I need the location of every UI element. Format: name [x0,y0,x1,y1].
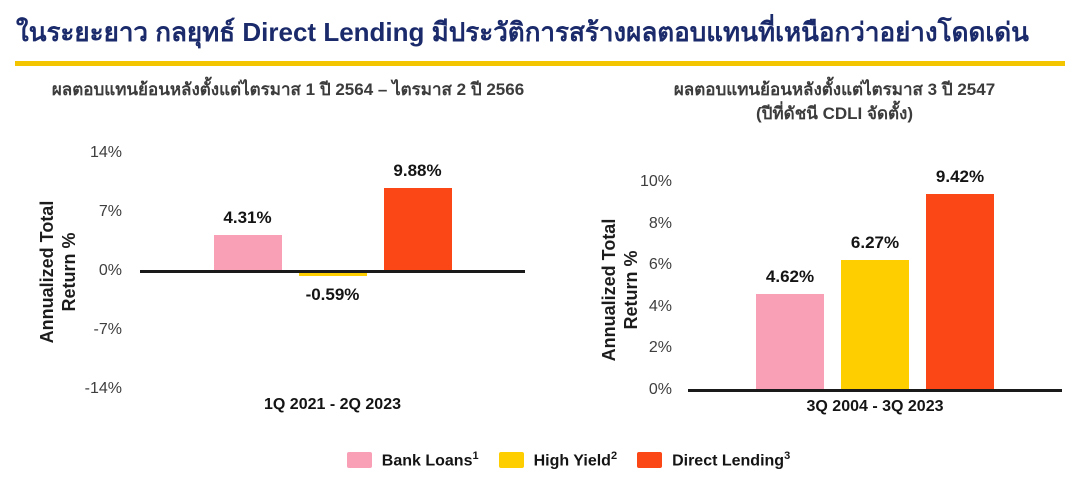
x-axis-line [688,388,1062,392]
chart-since-inception-returns: ผลตอบแทนย้อนหลังตั้งแต่ไตรมาส 3 ปี 2547 … [588,78,1081,438]
bar-bank-loans [756,293,824,390]
bank-loans-swatch-icon [346,452,372,469]
x-axis-label: 3Q 2004 - 3Q 2023 [806,398,944,415]
y-tick-label: 6% [648,256,672,274]
y-tick-label: 14% [89,144,122,161]
bar-direct-lending [383,187,452,271]
plot-area: 4.62% 6.27% 9.42% [688,167,1062,392]
y-tick-label: 7% [98,203,122,220]
chart-title-line1: ผลตอบแทนย้อนหลังตั้งแต่ไตรมาส 1 ปี 2564 … [51,80,525,99]
chart-title-line2: (ปีที่ดัชนี CDLI จัดตั้ง) [756,104,913,123]
page-title: ในระยะยาว กลยุทธ์ Direct Lending มีประวั… [16,17,1029,47]
legend-item-high-yield: High Yield2 [498,450,618,470]
y-axis-ticks: 14% 7% 0% -7% -14% [28,144,122,397]
title-underline-rule [15,61,1065,66]
plot-area: 4.31% -0.59% 9.88% [140,153,525,389]
bar-high-yield [841,259,909,390]
bar-value-label: 6.27% [850,232,900,252]
chart-title: ผลตอบแทนย้อนหลังตั้งแต่ไตรมาส 3 ปี 2547 … [588,78,1081,126]
legend-label: High Yield2 [533,450,618,470]
y-axis-ticks: 10% 8% 6% 4% 2% 0% [588,173,672,398]
direct-lending-swatch-icon [637,452,663,469]
legend-item-direct-lending: Direct Lending3 [637,450,790,470]
x-axis-line [140,269,525,273]
legend-item-bank-loans: Bank Loans1 [346,450,479,470]
y-tick-label: 4% [648,297,672,315]
legend-label: Bank Loans1 [381,450,479,470]
bar-direct-lending [926,194,994,390]
bar-value-label: 4.31% [223,207,272,227]
bar-value-label: 9.88% [393,160,442,180]
y-tick-label: 10% [639,173,672,190]
y-tick-label: 0% [648,381,672,398]
bar-high-yield [298,271,367,276]
y-tick-label: 0% [98,262,122,279]
chart-recent-returns: ผลตอบแทนย้อนหลังตั้งแต่ไตรมาส 1 ปี 2564 … [28,78,548,438]
legend-label: Direct Lending3 [672,450,791,470]
legend: Bank Loans1 High Yield2 Direct Lending3 [28,450,1081,470]
x-axis-label: 1Q 2021 - 2Q 2023 [264,396,401,413]
chart-title: ผลตอบแทนย้อนหลังตั้งแต่ไตรมาส 1 ปี 2564 … [28,78,548,102]
y-tick-label: 8% [648,214,672,232]
bar-value-label: 4.62% [765,266,815,286]
y-tick-label: 2% [648,339,672,357]
high-yield-swatch-icon [498,452,524,469]
chart-title-line1: ผลตอบแทนย้อนหลังตั้งแต่ไตรมาส 3 ปี 2547 [673,80,996,99]
bar-bank-loans [213,234,282,271]
bar-value-label: 9.42% [935,167,985,187]
bar-value-label: -0.59% [305,284,360,304]
y-tick-label: -7% [93,321,122,338]
y-tick-label: -14% [84,380,122,397]
